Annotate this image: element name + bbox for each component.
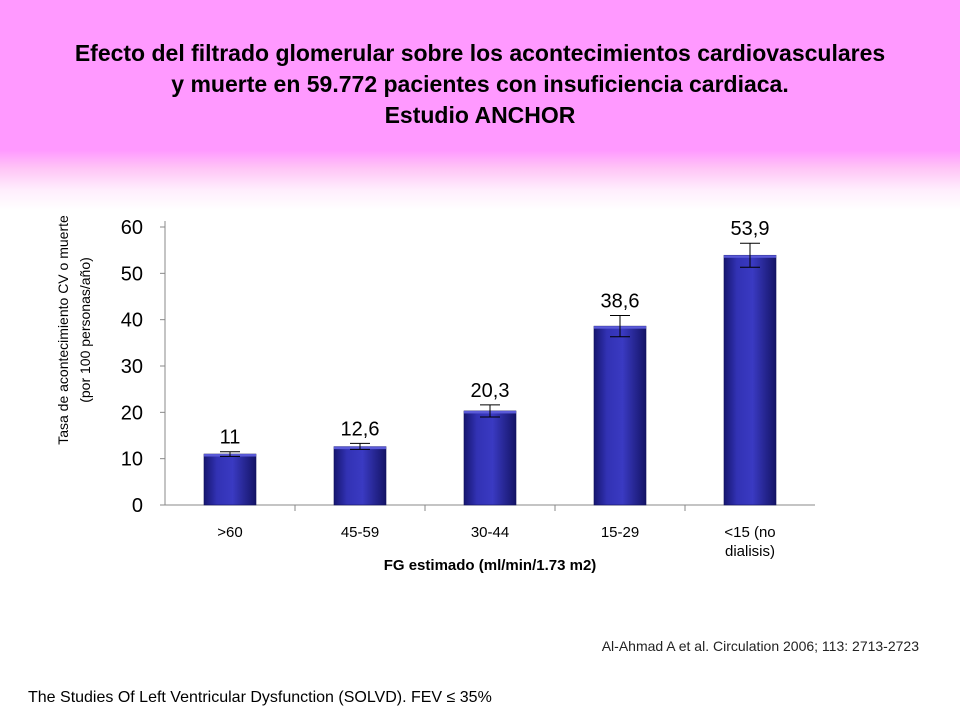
data-label: 53,9 [731, 218, 770, 240]
reference-citation: Al-Ahmad A et al. Circulation 2006; 113:… [601, 638, 919, 654]
y-tick-label: 50 [121, 263, 143, 285]
error-bar [480, 404, 500, 418]
x-tick-label: 30-44 [471, 524, 509, 541]
y-tick-label: 10 [121, 449, 143, 471]
bar [203, 453, 257, 506]
error-bar [740, 242, 760, 268]
y-tick-label: 60 [121, 217, 143, 239]
error-bar [610, 314, 630, 338]
bar [593, 325, 647, 506]
bar [723, 254, 777, 506]
y-tick-label: 30 [121, 356, 143, 378]
data-label: 11 [220, 427, 241, 449]
bar [333, 446, 387, 506]
error-bar [350, 442, 370, 450]
y-tick-label: 40 [121, 310, 143, 332]
y-tick-label: 20 [121, 402, 143, 424]
y-axis-title: Tasa de acontecimiento CV o muerte (por 1… [55, 215, 93, 445]
x-tick-label: >60 [217, 524, 242, 541]
y-tick-label: 0 [132, 495, 143, 517]
bar [463, 410, 517, 506]
study-note: The Studies Of Left Ventricular Dysfunct… [28, 689, 492, 706]
slide-title: Efecto del filtrado glomerular sobre los… [0, 38, 960, 131]
data-label: 12,6 [341, 418, 380, 440]
title-banner [0, 0, 960, 210]
x-tick-label: 15-29 [601, 524, 639, 541]
data-label: 38,6 [601, 290, 640, 312]
data-label: 20,3 [471, 380, 510, 402]
title-line-2: y muerte en 59.772 pacientes con insufic… [171, 71, 789, 97]
x-tick-label: 45-59 [341, 524, 379, 541]
x-tick-label: <15 (no dialisis) [724, 524, 775, 560]
error-bar [220, 451, 240, 457]
title-line-1: Efecto del filtrado glomerular sobre los… [74, 40, 886, 66]
title-line-3: Estudio ANCHOR [384, 102, 576, 128]
x-axis-title: FG estimado (ml/min/1.73 m2) [384, 557, 597, 574]
